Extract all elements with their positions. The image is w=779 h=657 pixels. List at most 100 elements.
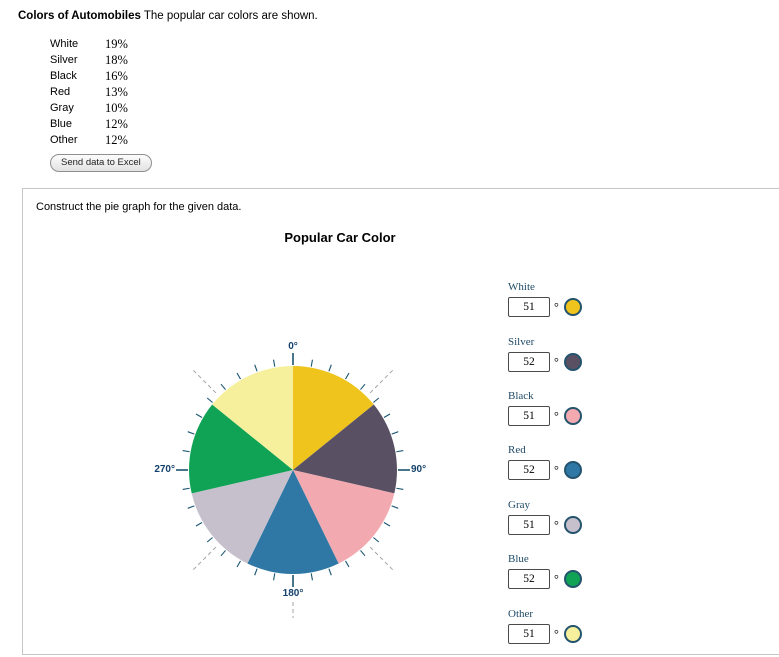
control-label: Other: [508, 608, 534, 620]
degrees-input-other[interactable]: [508, 624, 550, 644]
pie-slice-black[interactable]: [293, 470, 395, 564]
axis-label-180: 180°: [282, 588, 304, 599]
tick-mark: [391, 505, 399, 509]
tick-mark: [182, 487, 190, 490]
control-label: Silver: [508, 336, 535, 348]
control-row: °: [508, 297, 582, 317]
row-label: Silver: [50, 54, 78, 66]
degree-symbol: °: [554, 571, 559, 586]
axis-label-270: 270°: [154, 464, 175, 475]
dashed-guide: [190, 546, 217, 573]
control-row: °: [508, 624, 582, 644]
degrees-input-white[interactable]: [508, 297, 550, 317]
tick-mark: [220, 550, 226, 557]
degree-symbol: °: [554, 462, 559, 477]
control-row: °: [508, 460, 582, 480]
table-row: Silver 18%: [50, 52, 128, 68]
row-label: White: [50, 38, 79, 50]
degree-symbol: °: [554, 517, 559, 532]
tick-mark: [310, 359, 313, 367]
table-row: White 19%: [50, 36, 128, 52]
control-row: °: [508, 515, 582, 535]
row-value: 10%: [105, 100, 128, 115]
tick-mark: [187, 431, 195, 435]
pie-slice-white[interactable]: [293, 366, 374, 470]
tick-mark: [345, 560, 350, 568]
color-swatch-gray: [563, 516, 582, 534]
control-label: Black: [508, 390, 534, 402]
table-row: Other 12%: [50, 132, 128, 148]
row-label: Black: [50, 70, 77, 82]
problem-title: Colors of Automobiles: [18, 10, 141, 22]
pie-chart[interactable]: [143, 320, 443, 620]
control-row: °: [508, 569, 582, 589]
color-swatch-blue: [563, 570, 582, 588]
row-label: Gray: [50, 102, 74, 114]
tick-mark: [236, 372, 241, 380]
control-label: White: [508, 281, 535, 293]
pie-slice-blue[interactable]: [189, 404, 293, 494]
tick-mark: [310, 573, 313, 581]
degree-symbol: °: [554, 354, 559, 369]
tick-mark: [373, 537, 380, 543]
tick-mark: [383, 522, 391, 527]
tick-mark: [396, 450, 404, 453]
axis-label-90: 90°: [411, 464, 427, 475]
table-row: Red 13%: [50, 84, 128, 100]
pie-slice-red[interactable]: [247, 470, 339, 574]
degree-symbol: °: [554, 408, 559, 423]
degree-symbol: °: [554, 626, 559, 641]
tick-mark: [328, 568, 332, 576]
problem-subtitle: The popular car colors are shown.: [143, 10, 318, 22]
control-other: Other °: [508, 608, 582, 644]
row-value: 18%: [105, 52, 128, 67]
control-label: Red: [508, 444, 526, 456]
control-gray: Gray °: [508, 499, 582, 535]
dashed-guide: [190, 367, 217, 394]
tick-mark: [236, 560, 241, 568]
color-swatch-other: [563, 625, 582, 643]
tick-mark: [254, 568, 258, 576]
row-value: 19%: [105, 36, 128, 51]
problem-header: Colors of Automobiles The popular car co…: [18, 10, 318, 22]
color-swatch-red: [563, 461, 582, 479]
tick-mark: [273, 359, 276, 367]
answer-panel: [22, 188, 779, 655]
tick-mark: [206, 537, 213, 543]
dashed-guide: [369, 546, 396, 573]
control-label: Blue: [508, 553, 529, 565]
tick-mark: [182, 450, 190, 453]
degrees-input-blue[interactable]: [508, 569, 550, 589]
tick-mark: [328, 364, 332, 372]
pie-slice-gray[interactable]: [191, 470, 293, 564]
control-white: White °: [508, 281, 582, 317]
tick-mark: [383, 413, 391, 418]
degrees-input-black[interactable]: [508, 406, 550, 426]
pie-slice-other[interactable]: [212, 366, 293, 470]
degrees-input-silver[interactable]: [508, 352, 550, 372]
frequency-table: White 19% Silver 18% Black 16% Red 13% Gray 1…: [50, 36, 128, 148]
instruction-text: Construct the pie graph for the given da…: [36, 201, 242, 213]
send-data-to-excel-button[interactable]: Send data to Excel: [50, 154, 152, 172]
pie-slice-silver[interactable]: [293, 404, 397, 494]
control-row: °: [508, 352, 582, 372]
control-red: Red °: [508, 444, 582, 480]
color-swatch-silver: [563, 353, 582, 371]
tick-mark: [396, 487, 404, 490]
table-row: Blue 12%: [50, 116, 128, 132]
chart-title: Popular Car Color: [284, 230, 396, 245]
color-swatch-white: [563, 298, 582, 316]
tick-mark: [206, 397, 213, 403]
control-blue: Blue °: [508, 553, 582, 589]
control-black: Black °: [508, 390, 582, 426]
degrees-input-red[interactable]: [508, 460, 550, 480]
degrees-input-gray[interactable]: [508, 515, 550, 535]
tick-mark: [220, 383, 226, 390]
tick-mark: [187, 505, 195, 509]
row-value: 13%: [105, 84, 128, 99]
row-label: Blue: [50, 118, 73, 130]
row-value: 16%: [105, 68, 128, 83]
row-label: Other: [50, 134, 78, 146]
control-label: Gray: [508, 499, 530, 511]
